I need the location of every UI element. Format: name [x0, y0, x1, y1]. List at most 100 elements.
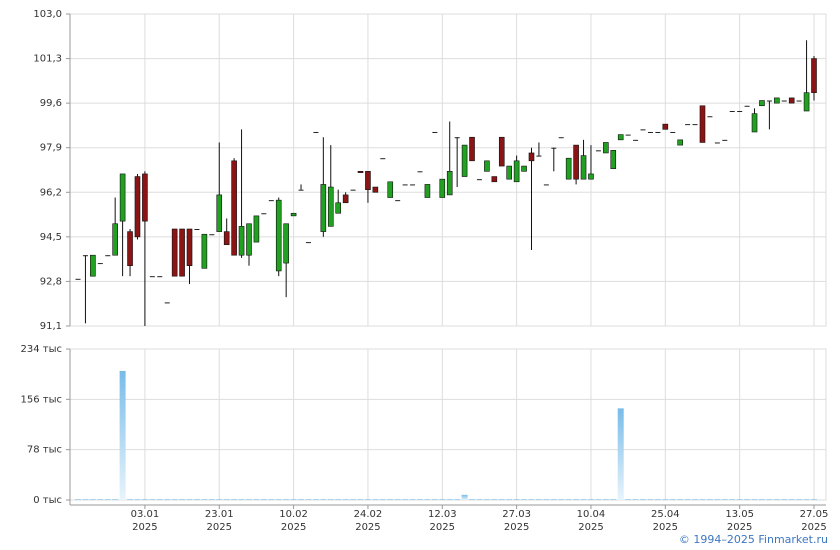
candle-body	[157, 276, 163, 278]
candle-body	[513, 160, 520, 183]
volume-bar	[409, 499, 416, 500]
candle-body	[127, 231, 133, 266]
volume-bar	[97, 499, 104, 500]
candle-body	[268, 200, 274, 202]
candle-body	[677, 139, 683, 146]
candle-body	[625, 134, 631, 136]
y-tick-label: 0 тыс	[33, 495, 62, 506]
candle-body	[194, 228, 200, 230]
volume-bar	[684, 499, 691, 500]
volume-bar	[677, 499, 684, 500]
candle-body	[432, 131, 438, 133]
candle-body	[350, 189, 356, 191]
candle-body	[714, 142, 720, 144]
volume-bar	[751, 499, 758, 500]
volume-bar	[654, 499, 661, 500]
candle-body	[506, 165, 512, 180]
volume-bar	[699, 499, 706, 500]
volume-bar	[632, 499, 639, 500]
volume-bar	[364, 499, 371, 500]
candle-body	[283, 223, 289, 264]
volume-bar	[320, 499, 327, 500]
volume-bar	[788, 499, 795, 500]
volume-bar	[781, 499, 788, 500]
volume-bar	[610, 499, 617, 500]
y-tick-label: 99,6	[40, 98, 62, 109]
candle-body	[164, 302, 170, 304]
candle-body	[781, 100, 787, 102]
x-tick-label: 13.05 2025	[725, 509, 754, 533]
candle-body	[469, 136, 475, 162]
candle-body	[231, 160, 237, 256]
volume-bar	[164, 499, 171, 500]
candle-body	[774, 97, 780, 104]
volume-bar	[640, 499, 647, 500]
candle-body	[766, 100, 772, 102]
candle-body	[253, 215, 260, 243]
candle-body	[387, 181, 394, 198]
y-tick-label: 94,5	[40, 232, 62, 243]
volume-bar	[402, 499, 409, 500]
volume-bar	[75, 499, 81, 500]
candle-body	[75, 278, 81, 280]
volume-bar	[342, 499, 349, 500]
candle-body	[551, 147, 557, 149]
volume-bar	[483, 499, 490, 500]
x-tick-label: 27.03 2025	[502, 509, 531, 533]
candle-body	[528, 152, 535, 162]
candle-body	[595, 150, 601, 152]
candle-body	[655, 131, 661, 133]
volume-bar	[714, 499, 721, 500]
candle-body	[647, 131, 653, 133]
candle-body	[803, 92, 810, 112]
volume-bar	[744, 499, 751, 500]
candle-body	[439, 178, 446, 198]
volume-bar	[141, 499, 148, 500]
x-tick-label: 25.04 2025	[650, 509, 680, 533]
candle-body	[617, 134, 624, 141]
volume-bar	[231, 499, 238, 500]
volume-bar	[602, 499, 609, 500]
volume-bar	[669, 499, 676, 500]
y-tick-label: 101,3	[33, 54, 62, 65]
y-tick-label: 91,1	[40, 321, 62, 332]
volume-bar	[550, 499, 557, 500]
volume-bar	[193, 499, 200, 500]
candle-body	[327, 186, 334, 227]
volume-bar	[186, 499, 193, 500]
volume-bar	[446, 499, 453, 500]
candle-body	[662, 123, 669, 130]
volume-bar	[298, 499, 305, 500]
volume-bar	[223, 499, 230, 500]
x-tick-label: 24.02 2025	[353, 509, 383, 533]
candle-body	[722, 139, 728, 141]
candle-body	[209, 234, 215, 236]
candle-body	[142, 173, 148, 222]
candle-body	[97, 263, 103, 265]
volume-bar	[245, 499, 252, 500]
candle-body	[201, 233, 208, 269]
volume-bar	[372, 499, 379, 500]
candle-body	[454, 137, 460, 139]
candle-body	[476, 179, 482, 181]
volume-bar	[253, 499, 260, 500]
candle-body	[119, 173, 126, 222]
candle-body	[565, 157, 572, 180]
volume-bar	[387, 499, 394, 500]
candle-body	[82, 255, 88, 257]
volume-bar	[706, 499, 713, 500]
copyright[interactable]: © 1994–2025 Finmarket.ru	[678, 533, 828, 546]
candle-body	[223, 231, 230, 246]
volume-bar	[535, 499, 542, 500]
candle-body	[461, 144, 468, 177]
volume-bar	[803, 499, 810, 500]
candle-body	[342, 194, 349, 204]
candle-body	[521, 165, 527, 172]
candle-body	[424, 184, 431, 198]
volume-bar	[692, 499, 699, 500]
candle-body	[751, 113, 758, 133]
volume-bar	[394, 499, 401, 500]
candle-body	[788, 97, 795, 104]
candle-body	[536, 155, 542, 157]
candle-body	[305, 242, 311, 244]
